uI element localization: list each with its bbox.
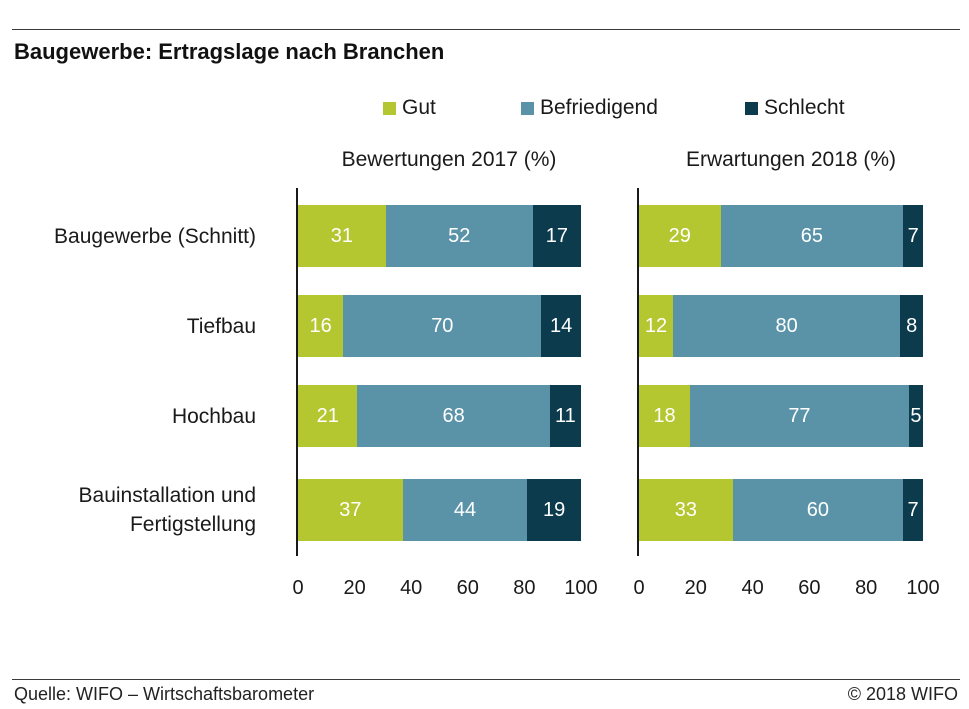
data-label-schlecht: 7 xyxy=(907,499,919,521)
legend-label-gut: Gut xyxy=(402,96,436,119)
bar-segment-schlecht: 17 xyxy=(532,205,581,267)
data-label-schlecht: 17 xyxy=(545,225,569,247)
legend-item-schlecht: Schlecht xyxy=(745,96,845,120)
legend-swatch-schlecht xyxy=(745,101,758,115)
bar-segment-schlecht: 14 xyxy=(541,295,581,357)
bar-segment-gut: 18 xyxy=(639,385,691,447)
x-tick-label: 100 xyxy=(564,577,598,599)
bar-segment-gut: 16 xyxy=(298,295,344,357)
legend-label-schlecht: Schlecht xyxy=(764,96,845,119)
x-tick-label: 60 xyxy=(798,577,821,599)
data-label-befriedigend: 80 xyxy=(775,315,798,337)
bar-segment-befriedigend: 60 xyxy=(732,479,904,541)
data-label-schlecht: 14 xyxy=(550,315,573,337)
panel-title-erwartungen: Erwartungen 2018 (%) xyxy=(685,148,897,171)
x-tick-label: 20 xyxy=(684,577,707,599)
x-tick-label: 0 xyxy=(633,577,645,599)
data-label-befriedigend: 60 xyxy=(806,499,830,521)
bar-segment-befriedigend: 68 xyxy=(357,385,550,447)
data-label-befriedigend: 65 xyxy=(800,225,824,247)
bar-segment-schlecht: 8 xyxy=(900,295,923,357)
legend-swatch-gut xyxy=(383,101,396,115)
bar-segment-gut: 37 xyxy=(298,479,403,541)
category-label: Baugewerbe (Schnitt) xyxy=(54,224,256,248)
data-label-befriedigend: 44 xyxy=(453,499,477,521)
bar-segment-befriedigend: 77 xyxy=(690,385,909,447)
bar-segment-schlecht: 5 xyxy=(908,385,923,447)
panel-title-bewertungen: Bewertungen 2017 (%) xyxy=(341,148,557,171)
bar-segment-gut: 31 xyxy=(298,205,386,267)
bar-segment-befriedigend: 65 xyxy=(720,205,904,267)
data-label-schlecht: 19 xyxy=(542,499,566,521)
bar-segment-schlecht: 11 xyxy=(549,385,581,447)
bottom-rule xyxy=(12,679,960,680)
x-tick-label: 60 xyxy=(456,577,479,599)
data-label-gut: 33 xyxy=(674,499,697,521)
data-label-gut: 12 xyxy=(644,315,668,337)
data-label-befriedigend: 70 xyxy=(431,315,454,337)
bar-segment-gut: 29 xyxy=(639,205,721,267)
legend-swatch-befriedigend xyxy=(521,101,534,115)
x-tick-label: 20 xyxy=(343,577,366,599)
figure-title: Baugewerbe: Ertragslage nach Branchen xyxy=(14,39,445,64)
data-label-gut: 37 xyxy=(339,499,362,521)
bar-segment-schlecht: 7 xyxy=(903,205,923,267)
source-note: Quelle: WIFO – Wirtschaftsbarometer xyxy=(14,684,315,704)
bar-segment-befriedigend: 44 xyxy=(402,479,528,541)
x-tick-label: 40 xyxy=(400,577,423,599)
copyright-note: © 2018 WIFO xyxy=(847,684,958,704)
data-label-schlecht: 5 xyxy=(910,405,922,427)
data-label-gut: 31 xyxy=(330,225,353,247)
data-label-befriedigend: 77 xyxy=(788,405,811,427)
data-label-schlecht: 11 xyxy=(555,405,576,427)
bar-segment-gut: 21 xyxy=(298,385,358,447)
data-label-befriedigend: 52 xyxy=(448,225,471,247)
data-label-gut: 16 xyxy=(309,315,332,337)
category-label: Bauinstallation und Fertigstellung xyxy=(78,484,256,536)
legend-item-gut: Gut xyxy=(383,96,436,120)
x-tick-label: 0 xyxy=(292,577,304,599)
bar-segment-befriedigend: 52 xyxy=(385,205,533,267)
data-label-schlecht: 8 xyxy=(906,315,918,337)
legend-item-befriedigend: Befriedigend xyxy=(521,96,658,120)
bar-segment-schlecht: 19 xyxy=(527,479,581,541)
bar-segment-befriedigend: 70 xyxy=(343,295,542,357)
bar-segment-gut: 33 xyxy=(639,479,733,541)
x-tick-label: 40 xyxy=(741,577,764,599)
x-tick-label: 100 xyxy=(906,577,940,599)
top-rule xyxy=(12,29,960,30)
y-axis-line xyxy=(296,188,298,556)
legend-label-befriedigend: Befriedigend xyxy=(540,96,658,119)
x-tick-label: 80 xyxy=(513,577,536,599)
y-axis-line xyxy=(637,188,639,556)
data-label-gut: 18 xyxy=(653,405,676,427)
data-label-befriedigend: 68 xyxy=(442,405,465,427)
category-label: Tiefbau xyxy=(186,314,256,338)
data-label-schlecht: 7 xyxy=(907,225,919,247)
data-label-gut: 29 xyxy=(668,225,691,247)
bar-segment-schlecht: 7 xyxy=(903,479,923,541)
category-label: Hochbau xyxy=(171,404,256,428)
bar-segment-gut: 12 xyxy=(639,295,674,357)
x-tick-label: 80 xyxy=(855,577,878,599)
bar-segment-befriedigend: 80 xyxy=(673,295,901,357)
data-label-gut: 21 xyxy=(316,405,339,427)
